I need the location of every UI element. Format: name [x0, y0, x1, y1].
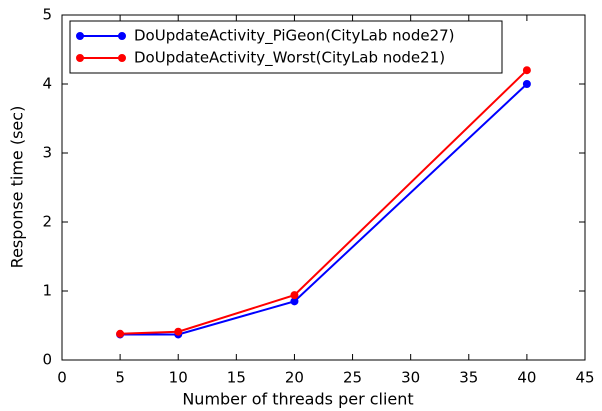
legend: DoUpdateActivity_PiGeon(CityLab node27) D…: [69, 20, 503, 74]
x-tick-label: 0: [57, 369, 67, 387]
y-tick-label: 3: [42, 144, 52, 162]
data-point: [174, 327, 183, 336]
data-point: [522, 66, 531, 75]
x-tick-label: 15: [227, 369, 246, 387]
y-axis-label: Response time (sec): [8, 106, 27, 269]
y-tick-label: 2: [42, 213, 52, 231]
x-axis-label: Number of threads per client: [182, 390, 413, 409]
legend-label: DoUpdateActivity_Worst(CityLab node21): [134, 49, 445, 68]
legend-marker: [118, 32, 126, 40]
x-tick-label: 30: [401, 369, 420, 387]
x-tick-label: 20: [285, 369, 304, 387]
legend-marker: [76, 32, 84, 40]
y-tick-label: 5: [42, 6, 52, 24]
x-tick-label: 45: [575, 369, 594, 387]
series-line: [120, 83, 528, 336]
y-tick-label: 1: [42, 282, 52, 300]
y-tick-label: 4: [42, 75, 52, 93]
data-point: [522, 80, 531, 88]
legend-label: DoUpdateActivity_PiGeon(CityLab node27): [134, 27, 455, 46]
data-point: [116, 329, 125, 338]
legend-marker: [118, 54, 126, 62]
plot-frame: [61, 14, 586, 361]
y-tick-label: 0: [42, 351, 52, 369]
legend-frame: [69, 20, 503, 74]
x-tick-label: 10: [169, 369, 188, 387]
series-line: [120, 69, 528, 335]
legend-marker: [76, 54, 84, 62]
x-tick-label: 40: [517, 369, 536, 387]
data-point: [290, 291, 299, 300]
x-tick-label: 35: [459, 369, 478, 387]
x-tick-label: 25: [343, 369, 362, 387]
x-tick-label: 5: [115, 369, 125, 387]
